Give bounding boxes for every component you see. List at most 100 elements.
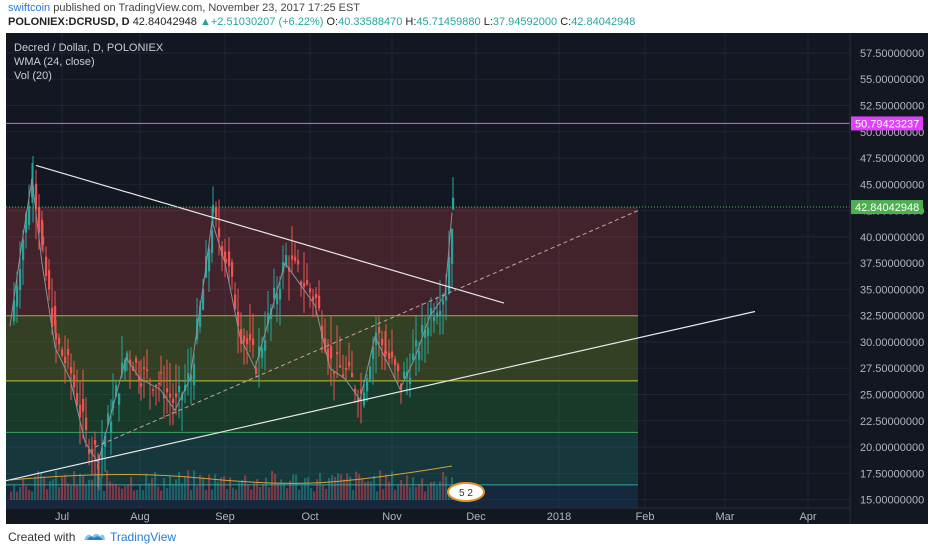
candle-body <box>258 346 261 358</box>
volume-bar <box>121 488 124 500</box>
price-tick-label: 37.50000000 <box>860 258 924 270</box>
volume-bar <box>316 479 319 500</box>
header: swiftcoin published on TradingView.com, … <box>0 0 932 33</box>
volume-bar <box>22 478 25 500</box>
published-text: published on TradingView.com, November 2… <box>53 2 361 14</box>
volume-bar <box>313 491 316 500</box>
volume-bar <box>88 479 91 500</box>
volume-bar <box>208 474 211 500</box>
candle-body <box>354 388 357 393</box>
candle-body <box>143 367 146 369</box>
volume-bar <box>301 485 304 500</box>
volume-bar <box>166 487 169 500</box>
volume-bar <box>100 476 103 500</box>
volume-bar <box>49 480 52 500</box>
open-value: 40.33588470 <box>338 16 403 28</box>
candle-body <box>138 376 141 381</box>
author-link[interactable]: swiftcoin <box>8 2 51 14</box>
candle-body <box>55 332 58 340</box>
candle-body <box>212 205 215 213</box>
candle-body <box>372 346 375 359</box>
volume-bar <box>361 478 364 500</box>
candle-body <box>97 464 100 469</box>
volume-bar <box>73 471 76 500</box>
candle-body <box>442 300 445 305</box>
volume-bar <box>298 489 301 500</box>
volume-bar <box>226 489 229 500</box>
volume-bar <box>70 485 73 500</box>
volume-bar <box>112 483 115 500</box>
price-tick-label: 27.50000000 <box>860 363 924 375</box>
dashed-trendline <box>94 210 639 448</box>
price-tick-label: 30.00000000 <box>860 337 924 349</box>
volume-bar <box>109 481 112 500</box>
candle-body <box>45 256 48 277</box>
volume-bar <box>271 470 274 500</box>
candle-body <box>369 366 372 380</box>
volume-bar <box>445 476 448 500</box>
candle-body <box>403 371 406 379</box>
candle-body <box>342 374 345 377</box>
volume-bar <box>31 491 34 500</box>
published-line: swiftcoin published on TradingView.com, … <box>8 2 360 14</box>
time-tick-label: Mar <box>716 511 735 523</box>
candle-body <box>385 351 388 354</box>
candle-body <box>306 280 309 285</box>
candle-body <box>291 255 294 260</box>
candle-body <box>190 374 193 382</box>
candle-body <box>35 183 38 210</box>
candle-body <box>327 348 330 362</box>
candle-body <box>412 353 415 360</box>
volume-bar <box>154 471 157 500</box>
volume-bar <box>442 471 445 500</box>
candles-group <box>13 156 455 491</box>
legend-vol[interactable]: Vol (20) <box>14 70 52 82</box>
candle-body <box>88 449 91 454</box>
volume-bar <box>106 470 109 500</box>
volume-bar <box>277 482 280 500</box>
candle-body <box>169 393 172 398</box>
price-tick-label: 40.00000000 <box>860 232 924 244</box>
volume-bar <box>388 481 391 500</box>
candle-body <box>243 335 246 342</box>
candle-body <box>397 364 400 371</box>
time-tick-label: Jul <box>55 511 69 523</box>
volume-bar <box>247 485 250 500</box>
volume-bar <box>151 478 154 500</box>
time-tick-label: Apr <box>799 511 816 523</box>
volume-bar <box>412 477 415 500</box>
legend-wma[interactable]: WMA (24, close) <box>14 56 95 68</box>
chart-area[interactable] <box>6 33 928 524</box>
candle-body <box>415 340 418 347</box>
volume-bar <box>337 473 340 500</box>
candle-body <box>61 349 64 356</box>
volume-bar <box>169 476 172 500</box>
volume-bar <box>124 485 127 500</box>
candle-body <box>160 372 163 374</box>
volume-bar <box>85 484 88 500</box>
candle-body <box>430 308 433 317</box>
candle-body <box>439 310 442 316</box>
volume-bar <box>19 487 22 500</box>
legend-title[interactable]: Decred / Dollar, D, POLONIEX <box>14 42 164 54</box>
candle-body <box>121 362 124 374</box>
volume-bar <box>418 483 421 500</box>
volume-bar <box>37 471 40 500</box>
price-axis-panel <box>850 33 928 524</box>
volume-bar <box>307 477 310 500</box>
time-tick-label: Nov <box>382 511 402 523</box>
candle-body <box>58 337 61 345</box>
tradingview-brand[interactable]: TradingView <box>110 530 177 544</box>
candle-body <box>312 296 315 301</box>
candle-body <box>303 282 306 288</box>
candle-body <box>16 285 19 307</box>
candle-body <box>333 371 336 374</box>
volume-bar <box>268 487 271 500</box>
last-price-tag <box>851 200 923 215</box>
time-tick-label: 2018 <box>547 511 571 523</box>
candle-body <box>126 352 129 361</box>
volume-bar <box>262 484 265 500</box>
volume-bar <box>34 476 37 500</box>
candle-body <box>25 213 28 233</box>
